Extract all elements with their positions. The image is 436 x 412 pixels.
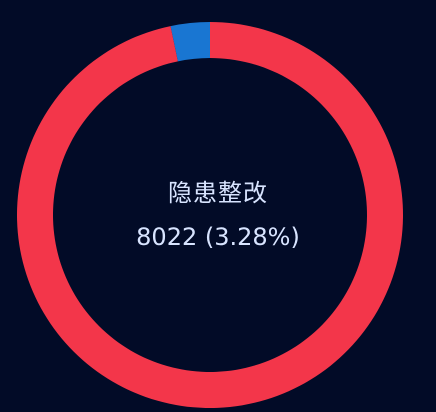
donut-slice-0[interactable]	[170, 22, 210, 62]
center-value: 8022 (3.28%)	[136, 223, 300, 251]
center-label: 隐患整改	[168, 179, 268, 207]
donut-slice-1[interactable]	[17, 22, 404, 408]
